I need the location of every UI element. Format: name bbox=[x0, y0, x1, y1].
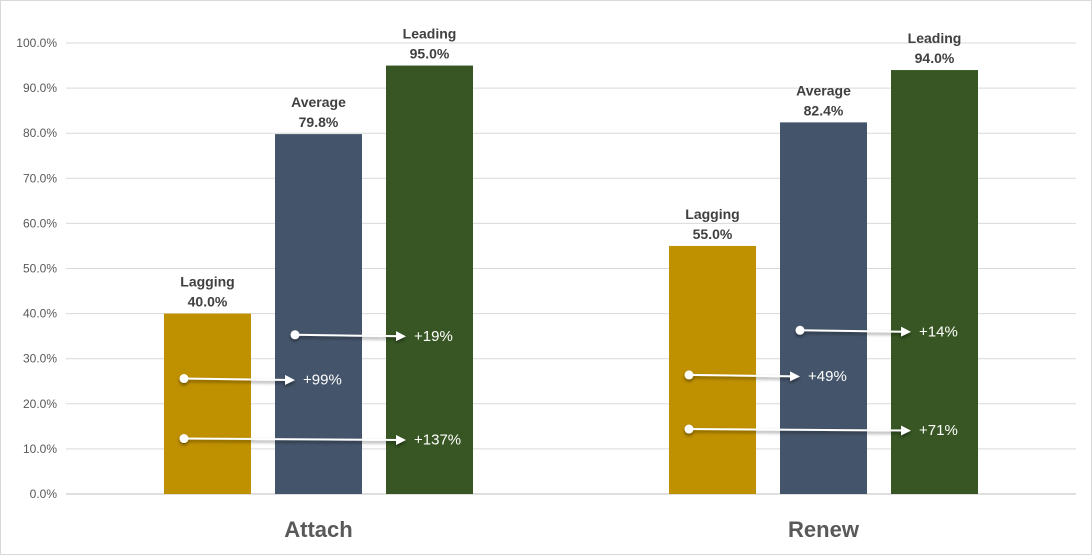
bar-series-label: Average bbox=[796, 82, 851, 98]
data-labels: Lagging 40.0% Average 79.8% Leading 95.0% Lagg… bbox=[180, 26, 961, 310]
growth-label: +14% bbox=[919, 323, 958, 340]
bar-lagging-attach bbox=[164, 313, 251, 494]
y-tick-label: 30.0% bbox=[23, 352, 57, 366]
y-tick-label: 100.0% bbox=[16, 36, 57, 50]
bar-value-label: 55.0% bbox=[693, 226, 733, 242]
bar-value-label: 40.0% bbox=[188, 294, 228, 310]
y-tick-label: 60.0% bbox=[23, 216, 57, 230]
growth-arrow bbox=[179, 434, 406, 445]
y-tick-label: 0.0% bbox=[30, 487, 58, 501]
x-axis: Attach Renew bbox=[284, 517, 860, 542]
arrow-line bbox=[688, 425, 911, 436]
growth-label: +99% bbox=[303, 372, 342, 389]
arrow-start-dot bbox=[179, 434, 189, 444]
arrow-line bbox=[183, 374, 295, 385]
bar-value-label: 94.0% bbox=[915, 50, 955, 66]
growth-label: +19% bbox=[414, 328, 453, 345]
arrow-line bbox=[294, 331, 406, 342]
bar-value-label: 79.8% bbox=[299, 114, 339, 130]
annotations: +19% +99% +137% +14% +49% +71% bbox=[179, 323, 958, 449]
arrow-line bbox=[799, 326, 911, 337]
growth-label: +49% bbox=[808, 368, 847, 385]
bar-value-label: 82.4% bbox=[804, 102, 844, 118]
y-axis: 0.0% 10.0% 20.0% 30.0% 40.0% 50.0% 60.0% 70.0% 8… bbox=[16, 36, 57, 501]
growth-arrow bbox=[684, 370, 800, 382]
y-tick-label: 50.0% bbox=[23, 262, 57, 276]
bar-average-attach bbox=[275, 134, 362, 495]
growth-label: +71% bbox=[919, 422, 958, 439]
growth-arrow bbox=[795, 325, 911, 337]
y-tick-label: 10.0% bbox=[23, 442, 57, 456]
bar-series-label: Leading bbox=[908, 30, 962, 46]
arrow-line bbox=[688, 371, 800, 382]
y-tick-label: 70.0% bbox=[23, 171, 57, 185]
bar-series-label: Leading bbox=[403, 26, 457, 42]
bar-average-renew bbox=[780, 122, 867, 494]
growth-arrow bbox=[684, 424, 911, 436]
arrow-start-dot bbox=[684, 370, 694, 380]
growth-arrow bbox=[179, 374, 295, 385]
y-tick-label: 80.0% bbox=[23, 126, 57, 140]
growth-arrow bbox=[290, 330, 406, 342]
x-category-label: Renew bbox=[788, 517, 860, 542]
arrow-start-dot bbox=[290, 330, 300, 340]
arrow-start-dot bbox=[179, 374, 189, 384]
arrow-start-dot bbox=[795, 325, 805, 335]
bar-lagging-renew bbox=[669, 245, 756, 494]
arrow-start-dot bbox=[684, 424, 694, 434]
bar-leading-attach bbox=[386, 65, 473, 495]
bar-series-label: Average bbox=[291, 94, 346, 110]
x-category-label: Attach bbox=[284, 517, 352, 542]
growth-label: +137% bbox=[414, 432, 461, 449]
y-tick-label: 20.0% bbox=[23, 397, 57, 411]
bar-series-label: Lagging bbox=[180, 274, 234, 290]
bar-value-label: 95.0% bbox=[410, 46, 450, 62]
bars bbox=[164, 65, 978, 495]
y-tick-label: 90.0% bbox=[23, 81, 57, 95]
y-tick-label: 40.0% bbox=[23, 307, 57, 321]
bar-leading-renew bbox=[891, 70, 978, 494]
arrow-line bbox=[183, 434, 406, 445]
bar-series-label: Lagging bbox=[685, 206, 739, 222]
